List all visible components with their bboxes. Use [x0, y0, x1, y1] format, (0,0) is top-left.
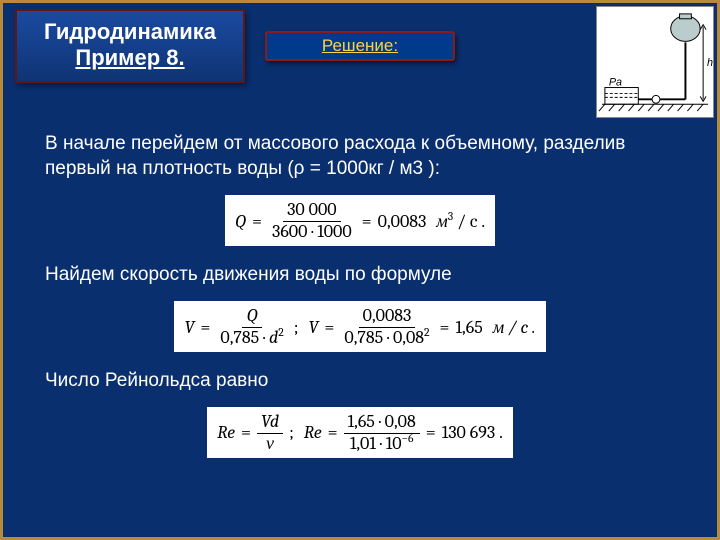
formula-3-wrap: Re = Vd ν ; Re = 1,65 · 0,08 1,01 · 10−6…	[45, 407, 675, 458]
paragraph-2: Найдем скорость движения воды по формуле	[45, 262, 675, 287]
solution-label-box: Решение:	[265, 31, 455, 61]
formula-2: V = Q 0,785 · d2 ; V = 0,0083 0,785 · 0,…	[174, 301, 545, 352]
content-area: В начале перейдем от массового расхода к…	[45, 131, 675, 474]
title-box: Гидродинамика Пример 8.	[15, 9, 245, 83]
problem-diagram: h Pa	[596, 6, 714, 118]
formula-3: Re = Vd ν ; Re = 1,65 · 0,08 1,01 · 10−6…	[207, 407, 513, 458]
formula-1: Q = 30 000 3600 · 1000 = 0,0083 м3 / c .	[225, 195, 495, 246]
svg-text:Pa: Pa	[609, 77, 622, 89]
paragraph-3: Число Рейнольдса равно	[45, 368, 675, 393]
title-line-1: Гидродинамика	[29, 19, 231, 45]
solution-label: Решение:	[322, 36, 398, 56]
formula-1-wrap: Q = 30 000 3600 · 1000 = 0,0083 м3 / c .	[45, 195, 675, 246]
paragraph-1: В начале перейдем от массового расхода к…	[45, 131, 675, 181]
formula-2-wrap: V = Q 0,785 · d2 ; V = 0,0083 0,785 · 0,…	[45, 301, 675, 352]
title-line-2: Пример 8.	[29, 45, 231, 71]
svg-text:h: h	[707, 57, 713, 69]
